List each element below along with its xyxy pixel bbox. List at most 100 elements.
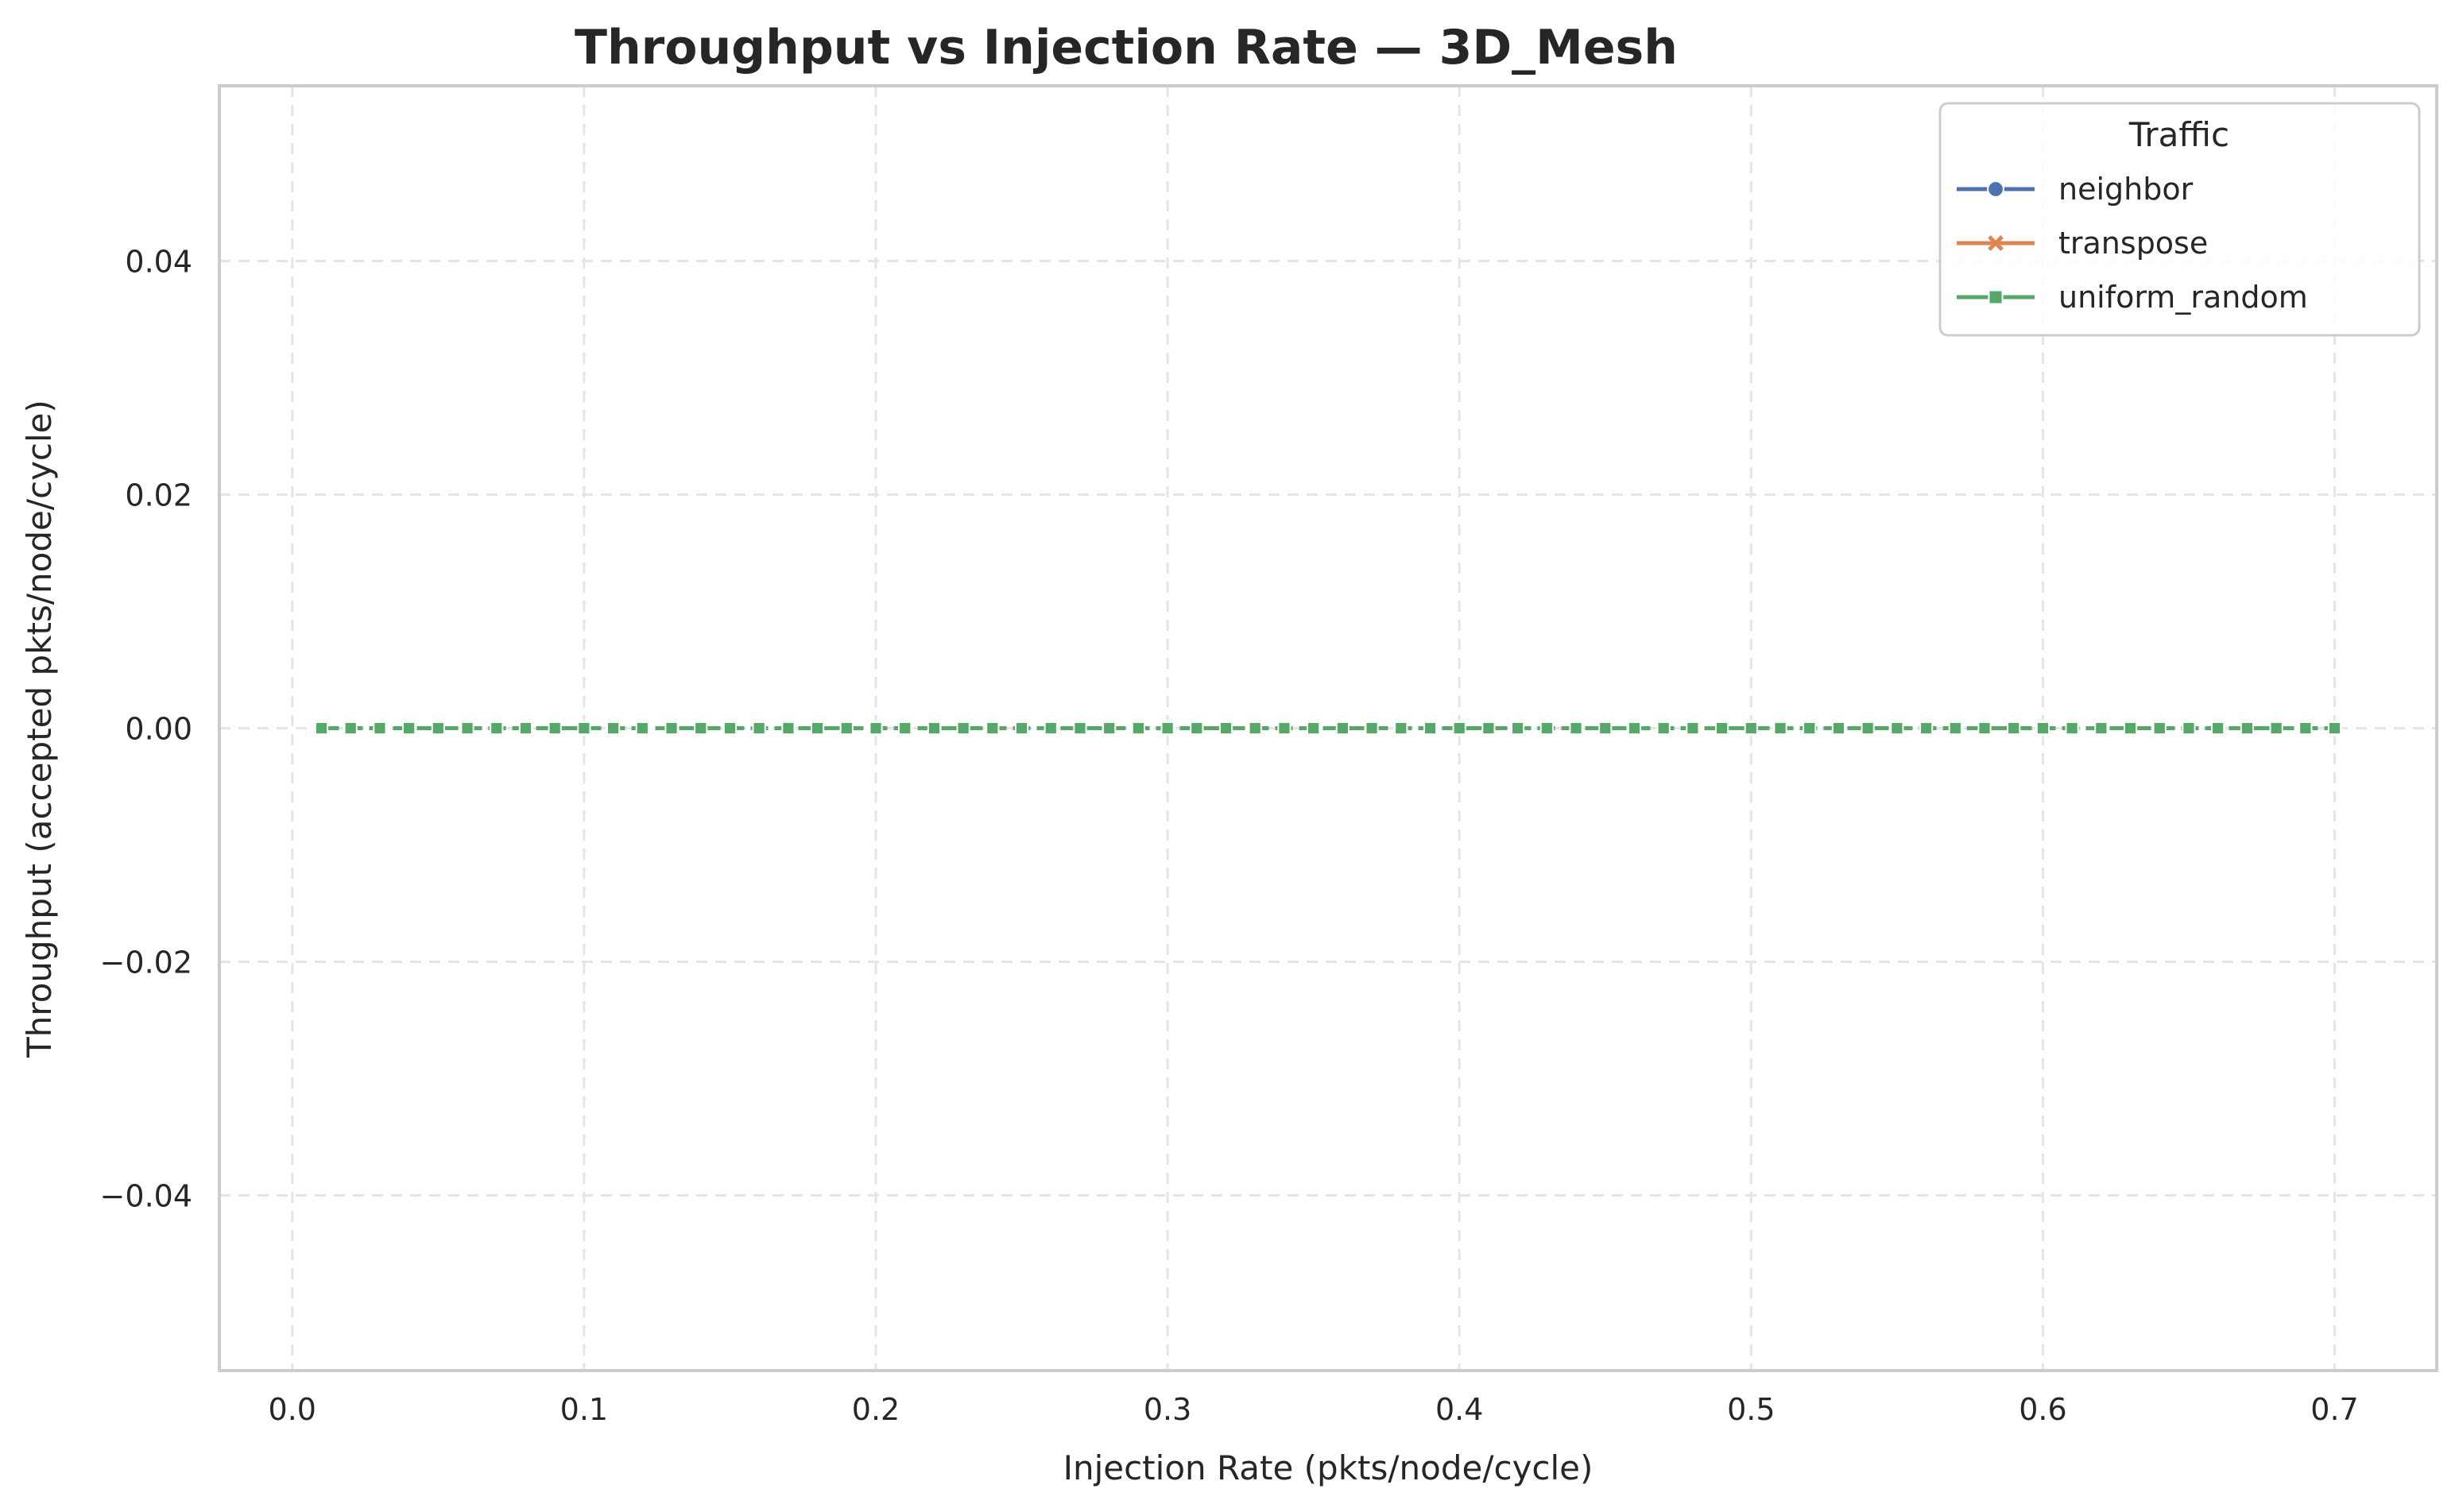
y-tick-label: −0.04 xyxy=(100,1179,192,1214)
data-point xyxy=(927,721,942,736)
legend-marker xyxy=(1988,289,2004,305)
data-point xyxy=(343,721,358,736)
data-point xyxy=(1773,721,1787,736)
data-point xyxy=(460,721,474,736)
data-point xyxy=(314,721,329,736)
data-point xyxy=(810,721,825,736)
y-tick-label: 0.00 xyxy=(125,712,192,747)
y-axis-label: Throughput (accepted pkts/node/cycle) xyxy=(20,400,59,1058)
legend-label: uniform_random xyxy=(2058,280,2308,315)
data-point xyxy=(1598,721,1613,736)
data-point xyxy=(1656,721,1671,736)
data-point xyxy=(2327,721,2342,736)
series-layer xyxy=(313,720,2343,737)
x-tick-label: 0.3 xyxy=(1144,1392,1191,1427)
data-point xyxy=(1481,721,1496,736)
data-point xyxy=(1160,721,1175,736)
data-point xyxy=(2007,721,2021,736)
data-point xyxy=(1218,721,1233,736)
chart-title: Throughput vs Injection Rate — 3D_Mesh xyxy=(575,20,1678,75)
data-point xyxy=(2035,721,2050,736)
x-tick-label: 0.7 xyxy=(2310,1392,2358,1427)
data-point xyxy=(839,721,854,736)
legend-title: Traffic xyxy=(2128,115,2229,154)
legend-marker xyxy=(1988,235,2004,251)
y-axis-ticks: −0.04 −0.02 0.00 0.02 0.04 xyxy=(100,245,192,1214)
data-point xyxy=(2298,721,2313,736)
data-point xyxy=(2211,721,2225,736)
data-point xyxy=(548,721,562,736)
data-point xyxy=(490,721,504,736)
data-point xyxy=(1277,721,1291,736)
legend: Traffic neighbor transpose uniform_random xyxy=(1938,102,2421,337)
legend-entries: neighbor transpose uniform_random xyxy=(1957,172,2308,315)
data-point xyxy=(752,721,766,736)
legend-entry-neighbor: neighbor xyxy=(1957,172,2194,207)
legend-label: neighbor xyxy=(2058,172,2194,207)
x-tick-label: 0.5 xyxy=(1727,1392,1775,1427)
data-point xyxy=(1861,721,1875,736)
data-point xyxy=(1131,721,1145,736)
y-tick-label: −0.02 xyxy=(100,945,192,980)
data-point xyxy=(1365,721,1379,736)
data-point xyxy=(1511,721,1525,736)
data-point xyxy=(986,721,1000,736)
data-point xyxy=(1190,721,1204,736)
data-point xyxy=(1714,721,1729,736)
data-point xyxy=(1919,721,1934,736)
data-point xyxy=(635,721,649,736)
data-point xyxy=(2065,721,2079,736)
data-point xyxy=(2182,721,2196,736)
data-point xyxy=(1394,721,1408,736)
y-tick-label: 0.02 xyxy=(125,478,192,513)
x-tick-label: 0.1 xyxy=(560,1392,608,1427)
data-point xyxy=(869,721,883,736)
data-point xyxy=(2094,721,2109,736)
data-point xyxy=(1948,721,1962,736)
data-point xyxy=(1452,721,1466,736)
data-point xyxy=(1803,721,1817,736)
y-tick-label: 0.04 xyxy=(125,245,192,280)
x-axis-label: Injection Rate (pkts/node/cycle) xyxy=(1063,1448,1594,1487)
data-point xyxy=(1627,721,1642,736)
data-point xyxy=(577,721,591,736)
data-point xyxy=(1044,721,1058,736)
data-point xyxy=(606,721,621,736)
data-point xyxy=(1423,721,1438,736)
data-point xyxy=(431,721,445,736)
data-point xyxy=(1102,721,1117,736)
data-point xyxy=(2152,721,2167,736)
legend-marker xyxy=(1987,180,2004,198)
data-point xyxy=(518,721,533,736)
x-tick-label: 0.0 xyxy=(269,1392,316,1427)
legend-entry-uniform-random: uniform_random xyxy=(1957,280,2308,315)
data-point xyxy=(1073,721,1087,736)
data-point xyxy=(1831,721,1846,736)
plot-frame xyxy=(218,84,2438,1372)
data-point xyxy=(1014,721,1029,736)
x-axis-ticks: 0.0 0.1 0.2 0.3 0.4 0.5 0.6 0.7 xyxy=(269,1392,2359,1427)
legend-box xyxy=(1938,102,2421,337)
data-point xyxy=(373,721,387,736)
series-uniform-random xyxy=(314,721,2342,736)
data-point xyxy=(2269,721,2283,736)
data-point xyxy=(1248,721,1262,736)
data-point xyxy=(1890,721,1904,736)
data-point xyxy=(956,721,970,736)
legend-entry-transpose: transpose xyxy=(1957,226,2208,261)
data-point xyxy=(898,721,912,736)
data-point xyxy=(1569,721,1583,736)
data-point xyxy=(1686,721,1700,736)
data-point xyxy=(781,721,796,736)
data-point xyxy=(1307,721,1321,736)
data-point xyxy=(1977,721,1992,736)
data-point xyxy=(722,721,738,736)
data-point xyxy=(1539,721,1554,736)
x-tick-label: 0.2 xyxy=(852,1392,900,1427)
x-tick-label: 0.6 xyxy=(2019,1392,2066,1427)
data-point xyxy=(2123,721,2138,736)
data-point xyxy=(694,721,708,736)
x-tick-label: 0.4 xyxy=(1435,1392,1483,1427)
data-point xyxy=(1744,721,1758,736)
